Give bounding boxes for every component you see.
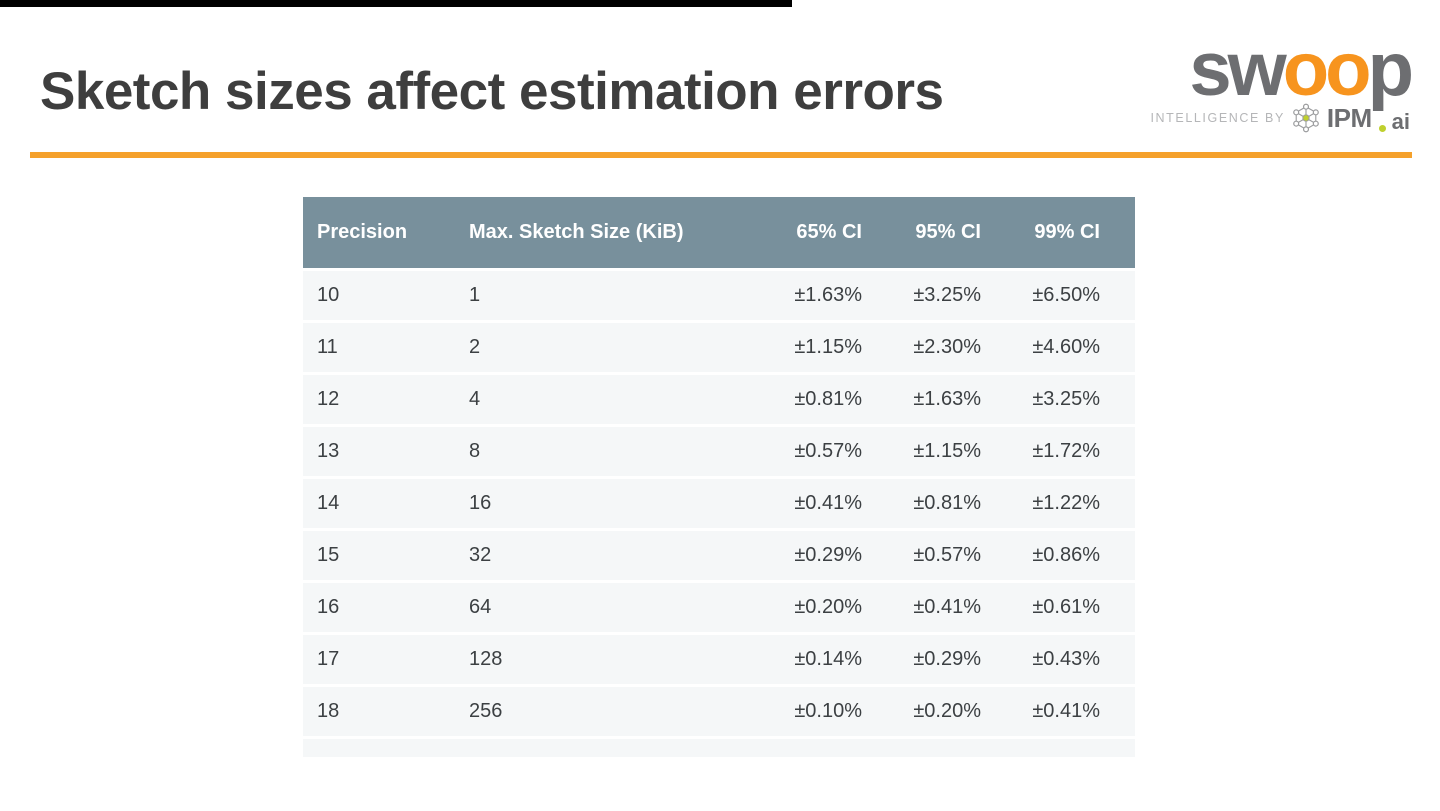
table-cell: ±0.57% <box>862 528 981 580</box>
table-cell: ±6.50% <box>981 268 1135 320</box>
column-header: 65% CI <box>727 197 862 268</box>
table-cell: 11 <box>303 320 455 372</box>
table-cell: 16 <box>303 580 455 632</box>
table-cell: ±0.43% <box>981 632 1135 684</box>
table-body: 10 1 ±1.63% ±3.25% ±6.50% 11 2 ±1.15% ±2.30% ±4.6… <box>303 268 1135 736</box>
table-cell: ±2.30% <box>862 320 981 372</box>
estimation-error-table-wrap: Precision Max. Sketch Size (KiB) 65% CI 95%… <box>303 197 1135 757</box>
table-cell: 14 <box>303 476 455 528</box>
table-cell: ±0.41% <box>981 684 1135 736</box>
network-molecule-icon <box>1293 103 1319 133</box>
table-cell: 18 <box>303 684 455 736</box>
top-edge-bar <box>0 0 792 7</box>
table-cell: 2 <box>455 320 727 372</box>
table-row: 16 64 ±0.20% ±0.41% ±0.61% <box>303 580 1135 632</box>
table-cell: ±1.72% <box>981 424 1135 476</box>
table-cell: 256 <box>455 684 727 736</box>
table-cell: 32 <box>455 528 727 580</box>
table-cell: 13 <box>303 424 455 476</box>
table-cell: 64 <box>455 580 727 632</box>
table-cell: ±1.63% <box>862 372 981 424</box>
table-cell: ±0.57% <box>727 424 862 476</box>
table-cell: ±4.60% <box>981 320 1135 372</box>
tagline-text: INTELLIGENCE BY <box>1150 111 1285 126</box>
table-row: 18 256 ±0.10% ±0.20% ±0.41% <box>303 684 1135 736</box>
partial-clipped-row <box>303 739 1135 757</box>
table-cell: 12 <box>303 372 455 424</box>
estimation-error-table: Precision Max. Sketch Size (KiB) 65% CI 95%… <box>303 197 1135 736</box>
table-cell: ±3.25% <box>862 268 981 320</box>
table-cell: 4 <box>455 372 727 424</box>
table-cell: ±1.63% <box>727 268 862 320</box>
table-cell: ±0.41% <box>727 476 862 528</box>
table-cell: ±1.15% <box>862 424 981 476</box>
brand-dot <box>1378 125 1386 133</box>
table-cell: 16 <box>455 476 727 528</box>
wordmark-prefix: sw <box>1189 27 1286 112</box>
table-cell: ±0.10% <box>727 684 862 736</box>
table-cell: ±0.81% <box>862 476 981 528</box>
table-cell: 15 <box>303 528 455 580</box>
column-header: 95% CI <box>862 197 981 268</box>
table-cell: ±0.41% <box>862 580 981 632</box>
logo-tagline: INTELLIGENCE BY IPM ai <box>1140 102 1410 134</box>
table-cell: ±0.86% <box>981 528 1135 580</box>
table-row: 10 1 ±1.63% ±3.25% ±6.50% <box>303 268 1135 320</box>
table-row: 11 2 ±1.15% ±2.30% ±4.60% <box>303 320 1135 372</box>
table-cell: ±0.20% <box>727 580 862 632</box>
table-cell: 10 <box>303 268 455 320</box>
wordmark-suffix: p <box>1367 27 1414 112</box>
table-row: 13 8 ±0.57% ±1.15% ±1.72% <box>303 424 1135 476</box>
brand-ipm: IPM <box>1326 102 1372 133</box>
table-cell: ±0.61% <box>981 580 1135 632</box>
table-header: Precision Max. Sketch Size (KiB) 65% CI 95%… <box>303 197 1135 268</box>
table-row: 12 4 ±0.81% ±1.63% ±3.25% <box>303 372 1135 424</box>
table-cell: ±0.29% <box>727 528 862 580</box>
table-row: 14 16 ±0.41% ±0.81% ±1.22% <box>303 476 1135 528</box>
table-cell: 8 <box>455 424 727 476</box>
table-cell: 17 <box>303 632 455 684</box>
table-cell: ±1.22% <box>981 476 1135 528</box>
swoop-logo: swoop INTELLIGENCE BY <box>1140 32 1414 134</box>
table-cell: 1 <box>455 268 727 320</box>
table-cell: ±1.15% <box>727 320 862 372</box>
brand-ai: ai <box>1391 109 1410 134</box>
accent-divider <box>30 152 1412 158</box>
table-header-row: Precision Max. Sketch Size (KiB) 65% CI 95%… <box>303 197 1135 268</box>
column-header: Precision <box>303 197 455 268</box>
table-row: 15 32 ±0.29% ±0.57% ±0.86% <box>303 528 1135 580</box>
table-cell: ±0.81% <box>727 372 862 424</box>
table-cell: 128 <box>455 632 727 684</box>
table-row: 17 128 ±0.14% ±0.29% ±0.43% <box>303 632 1135 684</box>
table-cell: ±0.14% <box>727 632 862 684</box>
swoop-wordmark: swoop <box>1140 32 1414 108</box>
slide-title: Sketch sizes affect estimation errors <box>40 62 944 121</box>
column-header: 99% CI <box>981 197 1135 268</box>
table-cell: ±3.25% <box>981 372 1135 424</box>
wordmark-oo: oo <box>1282 27 1372 112</box>
table-cell: ±0.29% <box>862 632 981 684</box>
table-cell: ±0.20% <box>862 684 981 736</box>
column-header: Max. Sketch Size (KiB) <box>455 197 727 268</box>
